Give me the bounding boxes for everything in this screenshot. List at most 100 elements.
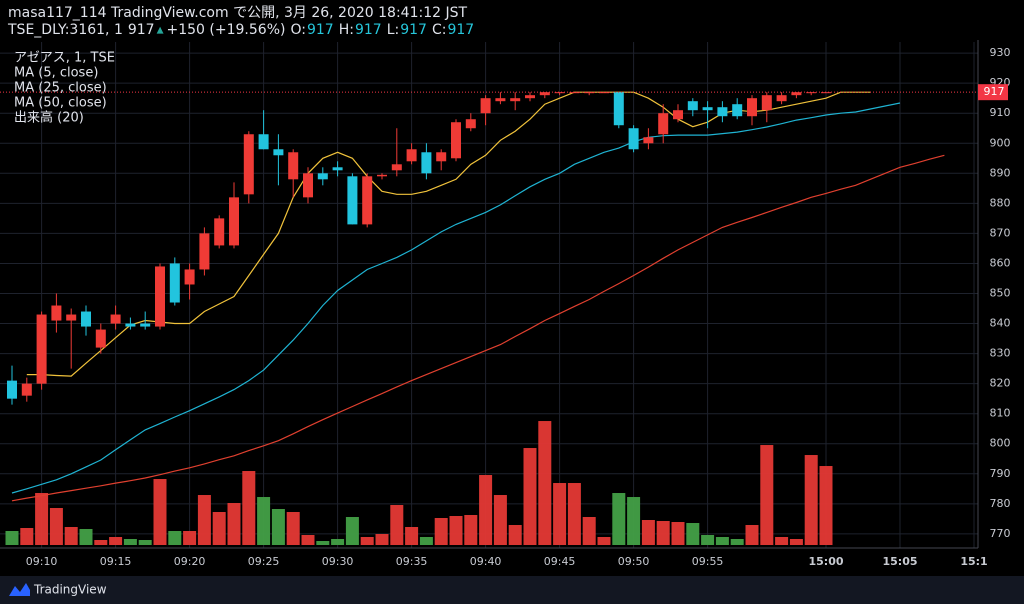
- volume-bar: [153, 479, 167, 545]
- y-tick-label: 870: [990, 226, 1011, 239]
- volume-bar: [804, 455, 818, 545]
- volume-bar: [819, 466, 833, 545]
- volume-bar: [612, 493, 626, 545]
- candle-body: [229, 197, 239, 246]
- volume-bar: [789, 539, 803, 545]
- volume-bar: [35, 493, 49, 545]
- x-tick-label: 09:35: [396, 555, 428, 568]
- y-tick-label: 890: [990, 166, 1011, 179]
- volume-bar: [730, 539, 744, 545]
- logo: TradingView: [33, 583, 107, 597]
- candle-body: [539, 92, 550, 96]
- candle-body: [525, 95, 535, 99]
- candle-body: [317, 173, 328, 180]
- candle-body: [288, 152, 299, 180]
- x-tick-label: 09:50: [618, 555, 650, 568]
- quote-ohlc-label: L:: [387, 22, 400, 38]
- x-tick-label: 09:25: [248, 555, 280, 568]
- legend-entry: MA (25, close): [14, 81, 107, 96]
- volume-bar: [405, 527, 419, 545]
- quote-ohlc-value: 917: [307, 22, 334, 38]
- legend-entry: MA (50, close): [14, 96, 107, 111]
- candle-body: [51, 305, 62, 321]
- quote-change: +150 (+19.56%): [167, 22, 286, 38]
- volume-bar: [390, 505, 404, 545]
- volume-bar: [715, 537, 729, 545]
- candle-body: [702, 107, 713, 111]
- volume-bar: [538, 421, 552, 545]
- ma-line: [26, 91, 871, 377]
- volume-bar: [523, 448, 537, 545]
- volume-bar: [419, 537, 433, 545]
- candle-body: [362, 176, 373, 225]
- candle-body: [628, 128, 639, 150]
- quote-symbol: TSE_DLY:3161, 1: [7, 22, 123, 38]
- y-tick-label: 930: [990, 46, 1011, 59]
- volume-bar: [627, 497, 641, 545]
- candle-body: [717, 107, 728, 117]
- candle-body: [21, 383, 32, 396]
- candle-body: [658, 113, 669, 135]
- volume-bar: [641, 520, 655, 545]
- volume-bar: [242, 471, 256, 545]
- candle-body: [214, 218, 225, 246]
- ma-line: [11, 102, 901, 494]
- candle-body: [791, 92, 802, 96]
- last-price-label: 917: [984, 85, 1005, 98]
- volume-bar: [745, 525, 759, 545]
- volume-bar: [701, 535, 715, 545]
- candle-body: [495, 98, 506, 102]
- y-tick-label: 860: [990, 256, 1011, 269]
- ma-line: [11, 154, 945, 502]
- candle-body: [406, 149, 417, 162]
- x-tick-label: 15:00: [808, 555, 843, 568]
- candle-body: [36, 314, 47, 384]
- volume-bar: [197, 495, 211, 545]
- volume-bar: [686, 523, 700, 545]
- quote-ohlc-label: O:: [290, 22, 306, 38]
- volume-bar: [464, 515, 478, 545]
- legend-title: アゼアス, 1, TSE: [14, 51, 115, 66]
- y-tick-label: 830: [990, 347, 1011, 360]
- y-tick-label: 880: [990, 196, 1011, 209]
- candle-body: [584, 92, 595, 94]
- volume-bar: [212, 512, 226, 545]
- candle-body: [747, 98, 757, 117]
- volume-bar: [345, 517, 359, 545]
- volume-bar: [775, 537, 789, 545]
- candle-body: [421, 152, 432, 174]
- volume-bar: [360, 537, 374, 545]
- volume-bar: [671, 522, 685, 545]
- candle-body: [7, 380, 17, 399]
- y-tick-label: 910: [990, 106, 1011, 119]
- candle-body: [436, 152, 447, 162]
- candle-body: [480, 98, 491, 114]
- y-tick-label: 850: [990, 286, 1011, 299]
- y-tick-label: 810: [990, 407, 1011, 420]
- y-tick-label: 820: [990, 377, 1011, 390]
- quote-ohlc-value: 917: [400, 22, 427, 38]
- y-tick-label: 780: [990, 497, 1011, 510]
- volume-bar: [479, 475, 493, 545]
- y-tick-label: 800: [990, 437, 1011, 450]
- volume-bar: [138, 540, 152, 545]
- quote-arrow: ▲: [157, 26, 164, 36]
- legend-entry: MA (5, close): [14, 66, 98, 81]
- volume-bar: [301, 535, 315, 545]
- quote-ohlc-label: H:: [339, 22, 354, 38]
- volume-bar: [316, 541, 330, 545]
- candle-body: [125, 323, 136, 327]
- y-tick-label: 770: [990, 527, 1011, 540]
- quote-ohlc-value: 917: [355, 22, 382, 38]
- volume-bar: [582, 517, 596, 545]
- volume-bar: [123, 539, 137, 545]
- candle-body: [465, 119, 476, 129]
- candle-body: [687, 101, 698, 111]
- volume-bar: [375, 534, 389, 545]
- candle-body: [258, 134, 269, 150]
- candle-body: [451, 122, 461, 159]
- volume-bar: [271, 509, 285, 545]
- footer-bar: [0, 576, 1024, 604]
- candle-body: [155, 266, 165, 327]
